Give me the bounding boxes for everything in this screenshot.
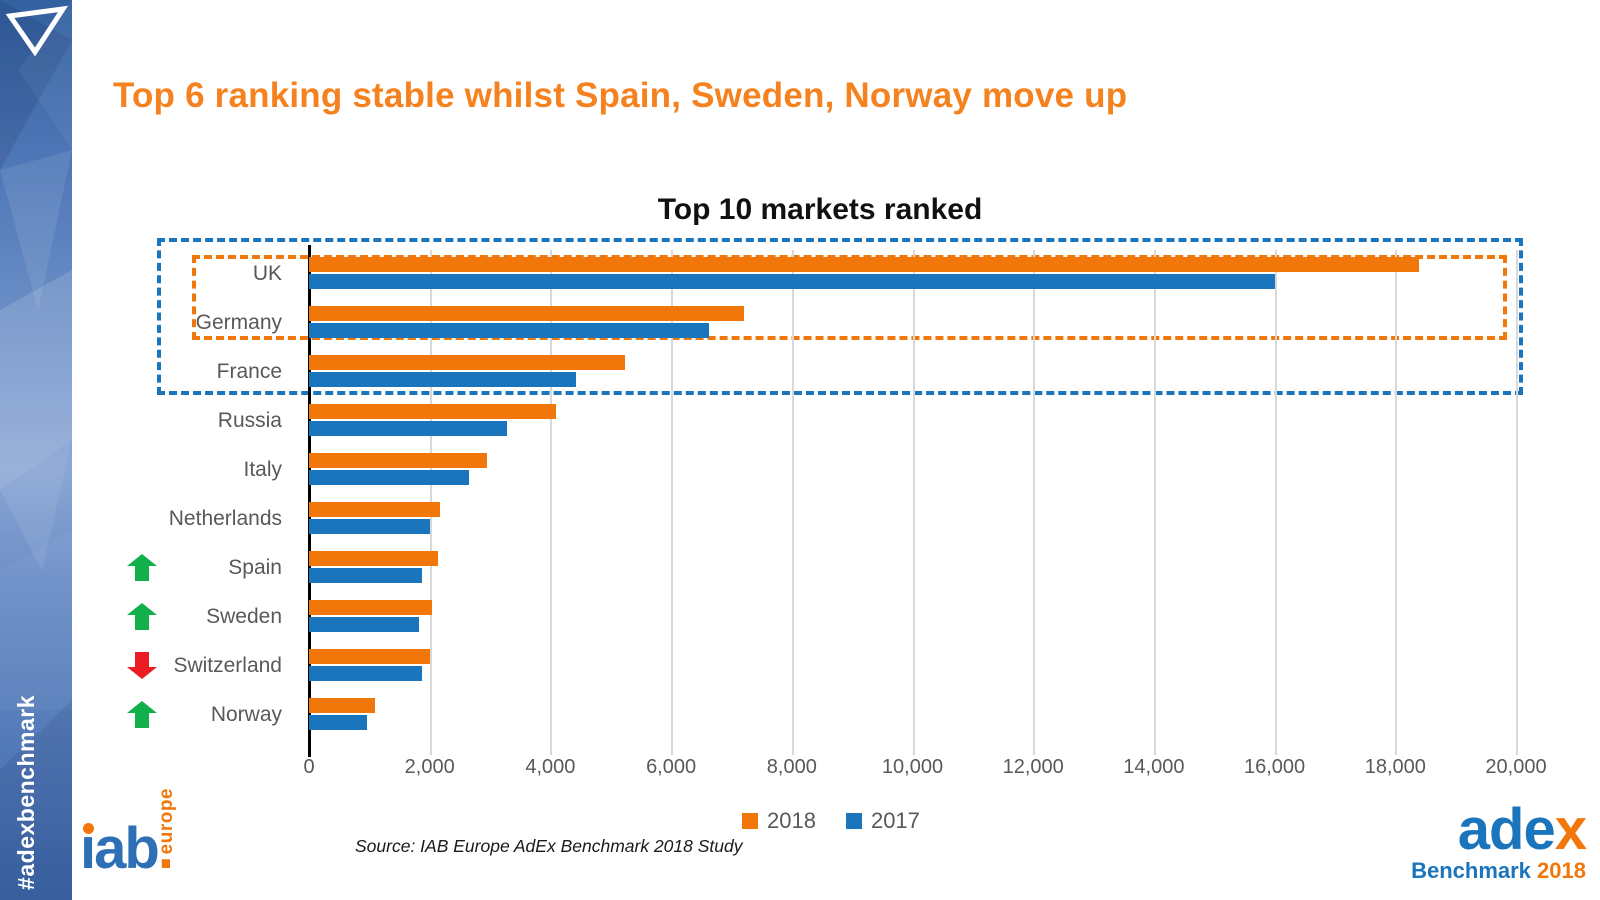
sidebar: #adexbenchmark <box>0 0 72 900</box>
bar-row: UK <box>253 250 1516 299</box>
adex-word-orange: x <box>1554 796 1587 862</box>
bar-2017 <box>309 470 469 485</box>
bar-row: Russia <box>218 397 1516 446</box>
adex-word-blue: ade <box>1457 796 1556 862</box>
bar-row: Sweden <box>127 593 1516 642</box>
bar-2017 <box>309 568 422 583</box>
legend-label-2017: 2017 <box>870 808 920 833</box>
x-tick-label: 8,000 <box>766 756 817 778</box>
source-note: Source: IAB Europe AdEx Benchmark 2018 S… <box>355 836 743 856</box>
bar-2018 <box>309 649 430 664</box>
bar-2017 <box>309 715 367 730</box>
bar-2018 <box>309 404 557 419</box>
trend-up-icon <box>127 603 157 630</box>
adex-sub-blue: Benchmark <box>1411 858 1531 883</box>
bar-row: Norway <box>127 691 1516 740</box>
y-axis-line <box>308 245 311 757</box>
x-tick-label: 18,000 <box>1364 756 1426 778</box>
iab-europe-text: europe <box>156 787 177 854</box>
gridline <box>1153 250 1156 755</box>
legend-swatch-2017 <box>845 813 862 829</box>
iab-europe-logo: ıab. europe <box>80 782 190 878</box>
category-label: Sweden <box>206 605 282 628</box>
category-label: Norway <box>210 703 282 726</box>
gridline <box>1033 250 1036 755</box>
gridline <box>912 250 915 755</box>
legend-item-2017: 2017 <box>845 808 920 834</box>
adex-wordmark: adex <box>1411 800 1587 858</box>
adex-sub-orange: 2018 <box>1537 858 1586 883</box>
bar-row: Netherlands <box>169 495 1516 544</box>
bar-row: France <box>217 348 1516 397</box>
x-tick-label: 6,000 <box>646 756 697 778</box>
x-tick-label: 2,000 <box>404 756 455 778</box>
category-label: Spain <box>228 556 282 579</box>
bar-2017 <box>309 372 577 387</box>
gridline <box>791 250 794 755</box>
category-label: Italy <box>243 458 282 481</box>
chart-title: Top 10 markets ranked <box>657 193 983 226</box>
bar-2018 <box>309 257 1420 272</box>
adex-logo: adex Benchmark 2018 <box>1411 800 1587 884</box>
legend-item-2018: 2018 <box>742 808 816 834</box>
plot-area: UK Germany France Russia Italy Netherlands Spa… <box>127 245 1518 757</box>
bar-2017 <box>309 519 430 534</box>
bar-2018 <box>309 453 488 468</box>
page-title: Top 6 ranking stable whilst Spain, Swede… <box>113 76 1128 115</box>
bar-2018 <box>309 306 744 321</box>
legend-label-2018: 2018 <box>767 808 816 833</box>
hashtag-vertical-text: #adexbenchmark <box>13 695 39 890</box>
gridline <box>1274 250 1277 755</box>
gridline <box>1395 250 1398 755</box>
x-tick-label: 4,000 <box>525 756 576 778</box>
gridline <box>550 250 553 755</box>
x-tick-label: 14,000 <box>1123 756 1185 778</box>
bar-2018 <box>309 698 375 713</box>
iab-i-dot <box>83 823 94 834</box>
gridline <box>671 250 674 755</box>
bar-2018 <box>309 600 433 615</box>
chart-legend: 2018 2017 <box>742 808 920 834</box>
x-axis: 0 2,000 4,000 6,000 8,000 10,000 12,000 14,000 1… <box>303 756 1546 786</box>
bar-2017 <box>309 666 422 681</box>
legend-swatch-2018 <box>742 813 758 829</box>
triangle-logo-icon <box>5 5 69 57</box>
iab-logo-dot: . <box>157 816 174 881</box>
category-label: Switzerland <box>173 654 282 677</box>
bar-row: Italy <box>243 446 1516 495</box>
category-label: France <box>216 360 282 383</box>
bar-2017 <box>309 421 507 436</box>
bar-2018 <box>309 551 439 566</box>
bar-2017 <box>309 617 419 632</box>
x-tick-label: 16,000 <box>1244 756 1306 778</box>
adex-subtitle: Benchmark 2018 <box>1411 858 1586 884</box>
category-label: UK <box>252 262 282 285</box>
x-tick-label: 0 <box>303 756 315 778</box>
bar-row: Spain <box>127 544 1516 593</box>
top3-highlight-box <box>157 238 1523 395</box>
category-label: Russia <box>217 409 282 432</box>
bar-2017 <box>309 323 710 338</box>
category-label: Netherlands <box>168 507 282 530</box>
bar-2018 <box>309 502 440 517</box>
bar-2018 <box>309 355 626 370</box>
trend-up-icon <box>127 701 157 728</box>
gridline <box>1516 250 1518 755</box>
x-tick-label: 12,000 <box>1002 756 1064 778</box>
category-label: Germany <box>195 311 282 334</box>
trend-up-icon <box>127 554 157 581</box>
x-tick-label: 20,000 <box>1485 756 1547 778</box>
bar-row: Switzerland <box>127 642 1516 691</box>
bar-row: Germany <box>196 299 1516 348</box>
sidebar-lowpoly-pattern <box>0 0 72 900</box>
trend-down-icon <box>127 652 157 679</box>
x-tick-label: 10,000 <box>881 756 944 778</box>
bar-2017 <box>309 274 1275 289</box>
